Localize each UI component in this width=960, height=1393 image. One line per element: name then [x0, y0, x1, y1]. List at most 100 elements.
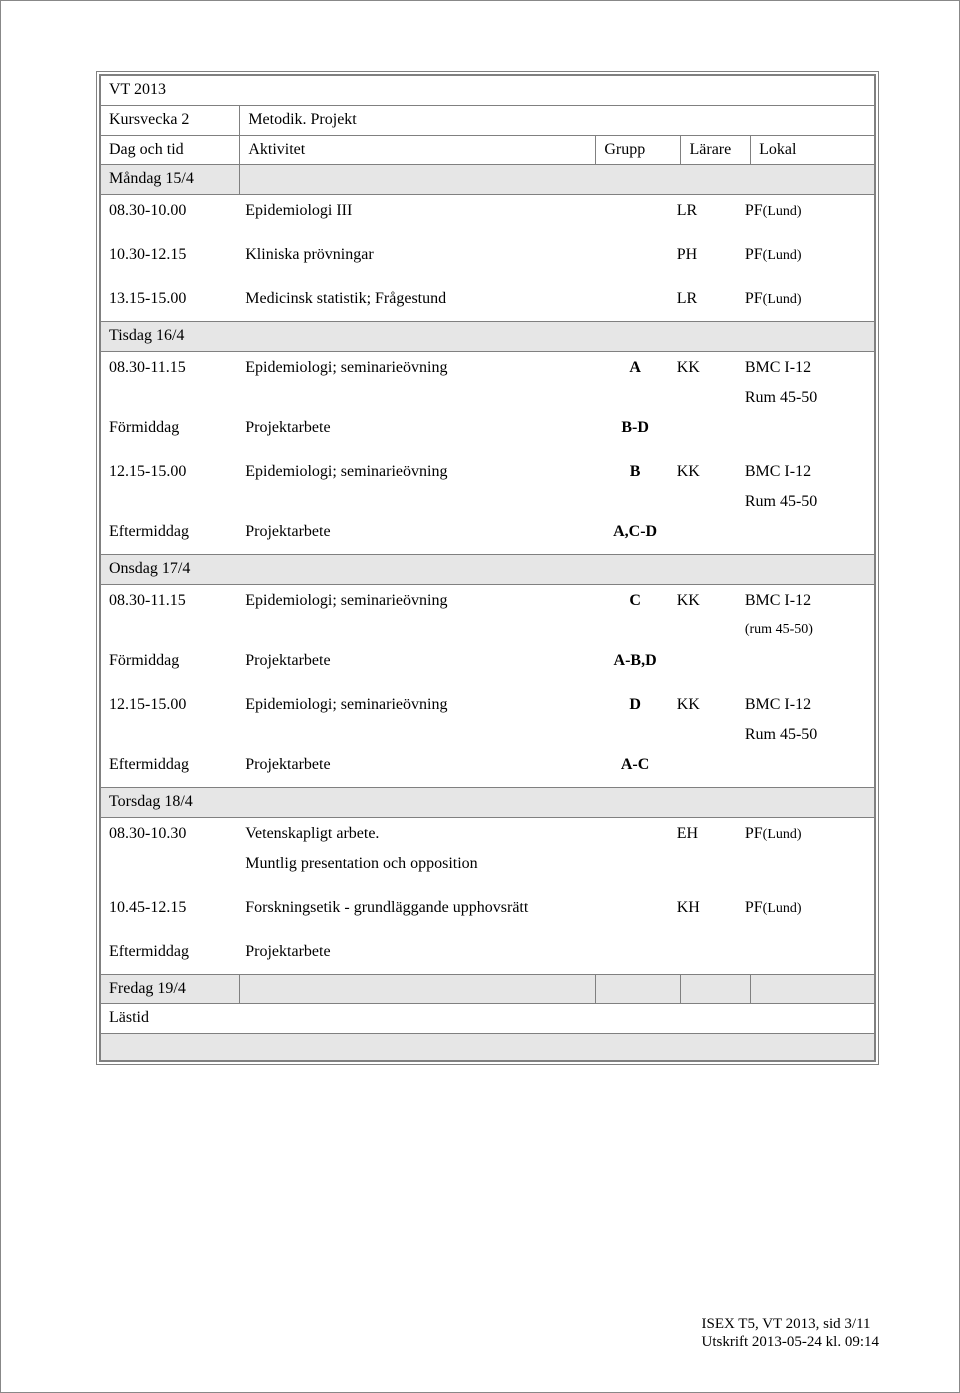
tue-r1-lok: BMC I-12	[745, 358, 866, 379]
thu-r1-act2: Muntlig presentation och opposition	[245, 854, 593, 875]
mon-r1-lok: PF(Lund)	[745, 201, 866, 222]
mon-r3-time: 13.15-15.00	[109, 289, 245, 310]
wednesday-day: Onsdag 17/4	[101, 554, 875, 584]
wednesday-header: Onsdag 17/4	[101, 554, 875, 584]
page: VT 2013 Kursvecka 2 Metodik. Projekt Dag…	[0, 0, 960, 1393]
mon-r3-lar: LR	[677, 289, 745, 310]
hdr-lar: Lärare	[681, 135, 751, 165]
wed-r1-time: 08.30-11.15	[109, 591, 245, 612]
column-headers: Dag och tid Aktivitet Grupp Lärare Lokal	[101, 135, 875, 165]
friday-day: Fredag 19/4	[101, 974, 240, 1004]
tue-r1-lar: KK	[677, 358, 745, 379]
mon-r2-lok: PF(Lund)	[745, 245, 866, 266]
tue-r2-grp: B-D	[593, 418, 676, 439]
term-text: VT 2013	[109, 80, 866, 101]
tue-r3-grp: B	[593, 462, 676, 483]
week-topic: Metodik. Projekt	[240, 105, 875, 135]
tue-r4-grp: A,C-D	[593, 522, 676, 543]
schedule-table: VT 2013 Kursvecka 2 Metodik. Projekt Dag…	[100, 75, 875, 1061]
page-footer: ISEX T5, VT 2013, sid 3/11 Utskrift 2013…	[702, 1315, 880, 1353]
thursday-header: Torsdag 18/4	[101, 787, 875, 817]
monday-block: 08.30-10.00Epidemiologi IIILRPF(Lund) 10…	[101, 195, 875, 322]
wed-r1-grp: C	[593, 591, 676, 612]
tue-r3-lok: BMC I-12	[745, 462, 866, 483]
schedule-box: VT 2013 Kursvecka 2 Metodik. Projekt Dag…	[96, 71, 879, 1065]
monday-content: 08.30-10.00Epidemiologi IIILRPF(Lund) 10…	[101, 195, 875, 322]
tuesday-content: 08.30-11.15 Epidemiologi; seminarieövning…	[101, 351, 875, 554]
wed-r3-lar: KK	[677, 695, 745, 716]
wed-r1-lar: KK	[677, 591, 745, 612]
mon-r2-lar: PH	[677, 245, 745, 266]
tue-r3-time: 12.15-15.00	[109, 462, 245, 483]
wed-r2-time: Förmiddag	[109, 651, 245, 672]
thu-r1-lok: PF(Lund)	[745, 824, 866, 845]
hdr-lok: Lokal	[751, 135, 875, 165]
mon-r2-act: Kliniska prövningar	[245, 245, 593, 266]
bottom-shade	[101, 1034, 875, 1061]
thursday-content: 08.30-10.30Vetenskapligt arbete.EHPF(Lun…	[101, 817, 875, 974]
mon-r2-time: 10.30-12.15	[109, 245, 245, 266]
hdr-day: Dag och tid	[101, 135, 240, 165]
wed-r3-act: Epidemiologi; seminarieövning	[245, 695, 593, 716]
title-row: VT 2013	[101, 76, 875, 106]
wed-r1-lok: BMC I-12	[745, 591, 866, 612]
tue-r1-grp: A	[593, 358, 676, 379]
tue-r3-lar: KK	[677, 462, 745, 483]
tuesday-day: Tisdag 16/4	[101, 322, 875, 352]
thu-r2-act: Forskningsetik - grundläggande upphovsrä…	[245, 898, 593, 919]
thursday-day: Torsdag 18/4	[101, 787, 875, 817]
footer-line1: ISEX T5, VT 2013, sid 3/11	[702, 1315, 880, 1334]
mon-r3-lok: PF(Lund)	[745, 289, 866, 310]
bottom-strip	[101, 1034, 875, 1061]
wed-r3b-lok: Rum 45-50	[745, 725, 866, 746]
wed-r2-act: Projektarbete	[245, 651, 593, 672]
friday-shade-grp	[596, 974, 681, 1004]
wed-r3-lok: BMC I-12	[745, 695, 866, 716]
monday-shade	[240, 165, 875, 195]
friday-block: Lästid	[101, 1004, 875, 1034]
mon-r1-time: 08.30-10.00	[109, 201, 245, 222]
tuesday-block: 08.30-11.15 Epidemiologi; seminarieövning…	[101, 351, 875, 554]
tue-r3-act: Epidemiologi; seminarieövning	[245, 462, 593, 483]
week-label: Kursvecka 2	[101, 105, 240, 135]
mon-r1-lar: LR	[677, 201, 745, 222]
thu-r2-time: 10.45-12.15	[109, 898, 245, 919]
thursday-block: 08.30-10.30Vetenskapligt arbete.EHPF(Lun…	[101, 817, 875, 974]
hdr-act: Aktivitet	[240, 135, 596, 165]
wednesday-block: 08.30-11.15Epidemiologi; seminarieövning…	[101, 584, 875, 787]
wed-r1-act: Epidemiologi; seminarieövning	[245, 591, 593, 612]
monday-day: Måndag 15/4	[101, 165, 240, 195]
friday-shade-lar	[681, 974, 751, 1004]
monday-header: Måndag 15/4	[101, 165, 875, 195]
mon-r1-act: Epidemiologi III	[245, 201, 593, 222]
wed-r3-grp: D	[593, 695, 676, 716]
wed-r4-time: Eftermiddag	[109, 755, 245, 776]
friday-header: Fredag 19/4	[101, 974, 875, 1004]
tue-r2-act: Projektarbete	[245, 418, 593, 439]
tue-r1b-lok: Rum 45-50	[745, 388, 866, 409]
thu-r1-lar: EH	[677, 824, 745, 845]
thu-r2-lar: KH	[677, 898, 745, 919]
wed-r3-time: 12.15-15.00	[109, 695, 245, 716]
thu-r3-time: Eftermiddag	[109, 942, 245, 963]
tue-r1-time: 08.30-11.15	[109, 358, 245, 379]
thu-r1-time: 08.30-10.30	[109, 824, 245, 845]
thu-r1-act1: Vetenskapligt arbete.	[245, 824, 593, 845]
lastid-text: Lästid	[109, 1009, 149, 1026]
footer-line2: Utskrift 2013-05-24 kl. 09:14	[702, 1333, 880, 1352]
thu-r2-lok: PF(Lund)	[745, 898, 866, 919]
wed-r4-act: Projektarbete	[245, 755, 593, 776]
tue-r4-act: Projektarbete	[245, 522, 593, 543]
tuesday-header: Tisdag 16/4	[101, 322, 875, 352]
wed-r4-grp: A-C	[593, 755, 676, 776]
friday-shade-lok	[751, 974, 875, 1004]
tue-r2-time: Förmiddag	[109, 418, 245, 439]
wed-r1b-lok: (rum 45-50)	[745, 621, 866, 639]
friday-content: Lästid	[101, 1004, 875, 1034]
thu-r3-act: Projektarbete	[245, 942, 593, 963]
friday-shade-act	[240, 974, 596, 1004]
wednesday-content: 08.30-11.15Epidemiologi; seminarieövning…	[101, 584, 875, 787]
tue-r4-time: Eftermiddag	[109, 522, 245, 543]
week-row: Kursvecka 2 Metodik. Projekt	[101, 105, 875, 135]
mon-r3-act: Medicinsk statistik; Frågestund	[245, 289, 593, 310]
